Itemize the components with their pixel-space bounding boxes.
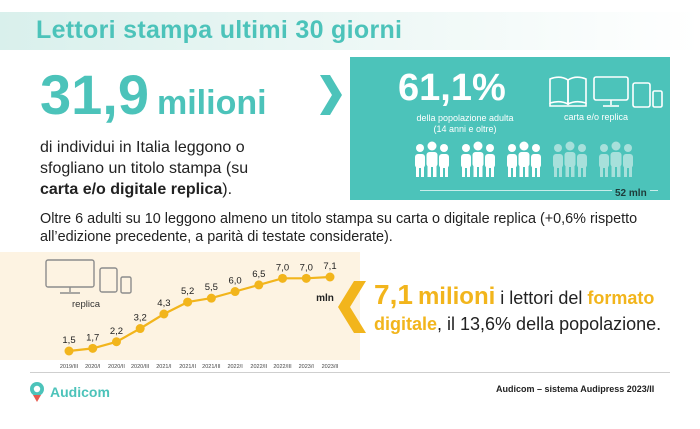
title-band [0,12,700,50]
population-divider [420,190,658,191]
data-point [159,309,169,319]
chart-device-label: replica [72,299,101,310]
digital-readers-line-chart: replica mln 1,5 2019/III 1,7 2020/I 2,2 2020/… [45,259,339,370]
headline-unit: milioni [157,84,267,122]
data-label: 5,5 [205,282,218,293]
callout-number: 7,1 [374,279,413,310]
headline-value: 31,9 [40,63,149,126]
data-point [88,343,98,353]
stat-box: 61,1% della popolazione adulta (14 anni … [350,57,670,200]
series-line [68,275,331,353]
callout-text-1: i lettori del [495,288,588,308]
data-label: 5,2 [181,286,194,297]
data-point [230,287,240,297]
x-tick-label: 2021/III [202,364,221,370]
desktop-monitor-icon [593,76,629,107]
phone-icon [120,276,132,294]
population-label: 52 mln [612,188,650,199]
callout-unit: milioni [417,283,496,310]
people-group-icon [507,141,541,177]
data-label: 7,1 [323,261,336,272]
x-tick-label: 2023/II [322,364,339,370]
x-tick-label: 2021/II [179,364,196,370]
data-label: 1,7 [86,332,99,343]
x-tick-label: 2020/I [85,364,101,370]
monitor-icon [45,259,95,288]
page-title: Lettori stampa ultimi 30 giorni [36,16,403,44]
data-point [183,297,193,307]
devices-icon [549,76,663,108]
people-group-icon [415,141,449,177]
data-point [64,346,74,356]
smartphone-icon [652,90,663,108]
open-book-icon [549,76,587,107]
data-point [135,324,145,334]
description-end: ). [222,181,233,198]
digital-callout: 7,1 milioni i lettori del formato digita… [374,279,694,337]
data-label: 6,0 [228,276,241,287]
stat-percent: 61,1% [398,67,506,109]
description-bold: carta e/o digitale replica [40,181,223,198]
description-line-2: sfogliano un titolo stampa (su [40,160,249,177]
people-group-icon [461,141,495,177]
tablet-icon [99,267,118,293]
x-tick-label: 2023/I [299,364,315,370]
callout-text-2: , il 13,6% della popolazione. [437,314,662,334]
data-label: 7,0 [276,262,289,273]
data-label: 6,5 [252,269,265,280]
data-label: 2,2 [110,326,123,337]
description-line-1: di individui in Italia leggono o [40,139,245,156]
data-label: 3,2 [134,313,147,324]
headline-description: di individui in Italia leggono o sfoglia… [40,137,330,200]
x-tick-label: 2022/II [250,364,267,370]
tablet-icon [632,82,651,108]
callout-highlight-2: digitale [374,314,438,334]
chart-unit-label: mln [316,293,334,304]
data-point [301,273,311,283]
callout-highlight-1: formato [587,288,655,308]
x-tick-label: 2020/II [108,364,125,370]
stat-caption-line-1: della popolazione adulta [416,113,514,123]
data-label: 4,3 [157,298,170,309]
x-tick-label: 2020/III [131,364,150,370]
x-tick-label: 2021/I [156,364,172,370]
people-group-faded-icon [553,141,587,177]
audicom-logo: Audicom [28,381,110,403]
x-tick-label: 2019/III [60,364,79,370]
people-row [412,139,636,179]
data-point [278,273,288,283]
data-point [325,272,335,282]
source-note: Audicom – sistema Audipress 2023/II [496,384,655,394]
stat-percent-caption: della popolazione adulta (14 anni e oltr… [410,113,520,135]
chart-devices-icon [45,259,132,294]
chevron-right-icon [320,75,342,115]
chevron-left-icon [338,281,366,333]
data-point [254,280,264,290]
data-point [206,293,216,303]
headline-number: 31,9 milioni [40,62,267,127]
summary-paragraph: Oltre 6 adulti su 10 leggono almeno un t… [40,211,638,245]
data-label: 1,5 [62,335,75,346]
data-point [111,337,121,347]
x-tick-label: 2022/I [227,364,243,370]
footer-divider [30,372,670,373]
brand-name: Audicom [50,384,110,400]
data-label: 7,0 [300,262,313,273]
stat-caption-line-2: (14 anni e oltre) [433,124,497,134]
devices-caption: carta e/o replica [564,112,629,122]
x-tick-label: 2022/III [273,364,292,370]
people-group-faded-icon [599,141,633,177]
audicom-logo-icon [30,382,44,402]
